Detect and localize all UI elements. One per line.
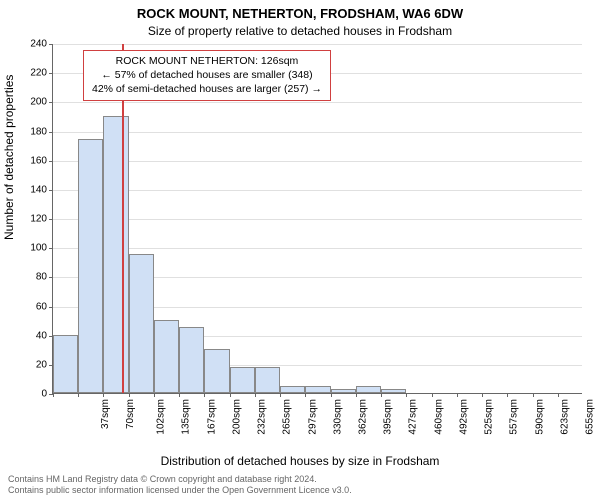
xtick-mark	[204, 393, 205, 397]
ytick-label: 120	[30, 214, 47, 225]
chart-container: ROCK MOUNT, NETHERTON, FRODSHAM, WA6 6DW…	[0, 0, 600, 500]
histogram-bar	[129, 254, 154, 393]
histogram-bar	[154, 320, 179, 393]
histogram-bar	[204, 349, 229, 393]
annotation-line2: ← 57% of detached houses are smaller (34…	[92, 68, 322, 82]
xtick-mark	[482, 393, 483, 397]
ytick-label: 140	[30, 184, 47, 195]
xtick-label: 102sqm	[156, 399, 167, 435]
annotation-line3: 42% of semi-detached houses are larger (…	[92, 82, 322, 96]
xtick-mark	[558, 393, 559, 397]
xtick-mark	[179, 393, 180, 397]
chart-title-main: ROCK MOUNT, NETHERTON, FRODSHAM, WA6 6DW	[0, 6, 600, 21]
x-axis-label: Distribution of detached houses by size …	[0, 454, 600, 468]
xtick-label: 37sqm	[100, 399, 111, 429]
xtick-label: 200sqm	[231, 399, 242, 435]
xtick-label: 167sqm	[206, 399, 217, 435]
ytick-label: 160	[30, 155, 47, 166]
xtick-mark	[331, 393, 332, 397]
histogram-bar	[255, 367, 280, 393]
annotation-box: ROCK MOUNT NETHERTON: 126sqm ← 57% of de…	[83, 50, 331, 101]
xtick-label: 232sqm	[257, 399, 268, 435]
ytick-label: 180	[30, 126, 47, 137]
footer-attribution: Contains HM Land Registry data © Crown c…	[8, 474, 352, 496]
xtick-label: 460sqm	[433, 399, 444, 435]
chart-title-sub: Size of property relative to detached ho…	[0, 24, 600, 38]
histogram-bar	[305, 386, 330, 393]
histogram-bar	[280, 386, 305, 393]
xtick-mark	[230, 393, 231, 397]
xtick-label: 297sqm	[307, 399, 318, 435]
annotation-line1: ROCK MOUNT NETHERTON: 126sqm	[92, 54, 322, 68]
xtick-label: 427sqm	[408, 399, 419, 435]
histogram-bar	[78, 139, 103, 393]
xtick-label: 362sqm	[358, 399, 369, 435]
xtick-label: 557sqm	[509, 399, 520, 435]
xtick-mark	[129, 393, 130, 397]
xtick-mark	[507, 393, 508, 397]
y-axis-label: Number of detached properties	[2, 75, 16, 240]
xtick-mark	[533, 393, 534, 397]
xtick-mark	[406, 393, 407, 397]
xtick-label: 492sqm	[459, 399, 470, 435]
xtick-mark	[432, 393, 433, 397]
ytick-label: 60	[36, 301, 47, 312]
ytick-label: 80	[36, 272, 47, 283]
xtick-label: 330sqm	[332, 399, 343, 435]
histogram-bar	[381, 389, 406, 393]
histogram-bar	[103, 116, 128, 393]
xtick-mark	[78, 393, 79, 397]
ytick-label: 220	[30, 68, 47, 79]
xtick-mark	[356, 393, 357, 397]
ytick-label: 200	[30, 97, 47, 108]
xtick-label: 590sqm	[534, 399, 545, 435]
xtick-label: 525sqm	[484, 399, 495, 435]
footer-line2: Contains public sector information licen…	[8, 485, 352, 496]
xtick-mark	[53, 393, 54, 397]
histogram-bar	[179, 327, 204, 393]
xtick-mark	[381, 393, 382, 397]
plot-area: ROCK MOUNT NETHERTON: 126sqm ← 57% of de…	[52, 44, 582, 394]
ytick-label: 20	[36, 359, 47, 370]
xtick-mark	[280, 393, 281, 397]
xtick-label: 623sqm	[559, 399, 570, 435]
xtick-mark	[255, 393, 256, 397]
histogram-bar	[331, 389, 356, 393]
ytick-label: 100	[30, 243, 47, 254]
histogram-bar	[356, 386, 381, 393]
xtick-mark	[154, 393, 155, 397]
histogram-bar	[53, 335, 78, 393]
xtick-mark	[305, 393, 306, 397]
xtick-label: 265sqm	[282, 399, 293, 435]
xtick-label: 655sqm	[585, 399, 596, 435]
ytick-label: 240	[30, 39, 47, 50]
xtick-mark	[103, 393, 104, 397]
ytick-label: 40	[36, 330, 47, 341]
histogram-bar	[230, 367, 255, 393]
ytick-label: 0	[41, 389, 47, 400]
xtick-label: 70sqm	[125, 399, 136, 429]
xtick-mark	[457, 393, 458, 397]
xtick-label: 135sqm	[181, 399, 192, 435]
footer-line1: Contains HM Land Registry data © Crown c…	[8, 474, 352, 485]
xtick-label: 395sqm	[383, 399, 394, 435]
